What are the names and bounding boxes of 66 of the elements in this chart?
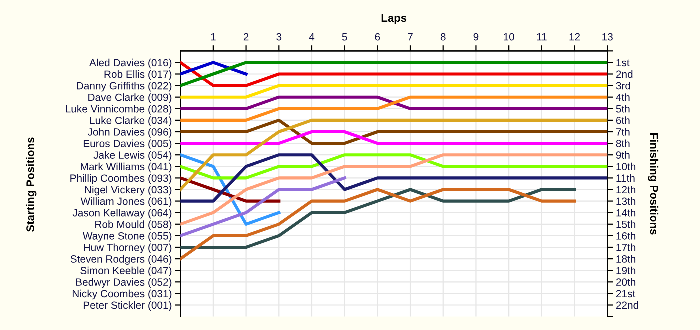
y2-tick-label: 17th [616, 244, 636, 252]
x-tick-label: 10 [504, 33, 514, 41]
x-tick-label: 11 [537, 33, 547, 41]
x-tick-label: 3 [276, 33, 282, 41]
text: Starting Positions [26, 138, 37, 232]
category-label: Phillip Coombes (093) [70, 174, 172, 184]
y2-tick-label: 1st [616, 59, 630, 67]
line-series [180, 188, 576, 261]
y2-tick-label: 5th [616, 105, 630, 113]
x-tick-label: 1 [211, 33, 216, 41]
y2-tick-label: 6th [616, 116, 630, 124]
category-label: Jake Lewis (054) [94, 151, 172, 162]
category-label: Danny Griffiths (022) [77, 82, 172, 92]
category-label: Jason Kellaway (064) [72, 209, 172, 219]
category-label: Wayne Stone (055) [82, 232, 172, 242]
category-label: Rob Mould (058) [96, 220, 172, 230]
y2-tick-label: 13th [616, 198, 636, 206]
category-label: Luke Vinnicombe (028) [66, 105, 172, 115]
line-series [180, 154, 608, 203]
x-tick-label: 7 [408, 33, 413, 41]
x-tick-label: 8 [440, 33, 446, 41]
x-tick-label: 2 [244, 33, 249, 41]
y2-tick-label: 20th [616, 278, 636, 286]
category-label: Huw Thorney (007) [84, 244, 172, 254]
y2-tick-label: 12th [616, 186, 636, 194]
y2-tick-label: 21st [616, 290, 636, 298]
x-axis-title: Laps [382, 14, 407, 24]
y2-tick-label: 14th [616, 209, 636, 217]
x-tick-label: 12 [570, 33, 580, 41]
y2-tick-label: 3rd [616, 82, 630, 90]
x-tick-label: 4 [309, 33, 315, 41]
x-tick-label: 9 [474, 33, 479, 41]
y2-tick-label: 16th [616, 232, 636, 240]
category-label: John Davies (096) [88, 128, 172, 138]
y2-tick-label: 15th [616, 220, 636, 228]
category-label: William Jones (061) [80, 198, 172, 208]
category-label: Dave Clarke (009) [88, 94, 172, 104]
y2-tick-label: 18th [616, 255, 636, 263]
y2-tick-label: 11th [616, 174, 635, 182]
y2-tick-label: 9th [616, 151, 630, 159]
line-series [180, 188, 576, 250]
y2-tick-label: 19th [616, 266, 636, 274]
category-label: Nicky Coombes (031) [72, 290, 172, 300]
line-series [180, 176, 346, 238]
y2-tick-label: 2nd [616, 70, 633, 78]
category-label: Rob Ellis (017) [104, 70, 172, 80]
category-label: Bedwyr Davies (052) [76, 278, 172, 288]
y2-tick-label: 7th [616, 128, 630, 136]
y2-tick-label: 8th [616, 140, 630, 148]
category-label: Peter Stickler (001) [84, 301, 172, 312]
x-tick-label: 13 [602, 33, 613, 41]
category-label: Luke Clarke (034) [90, 116, 172, 126]
category-label: Steven Rodgers (046) [70, 255, 172, 265]
line-series [180, 154, 608, 226]
category-label: Euros Davies (005) [84, 140, 172, 150]
category-label: Simon Keeble (047) [80, 266, 172, 277]
category-label: Aled Davies (016) [90, 58, 172, 69]
y2-tick-label: 4th [616, 94, 630, 102]
category-label: Mark Williams (041) [81, 162, 172, 173]
y2-tick-label: 22nd [616, 301, 638, 310]
x-tick-label: 6 [375, 33, 380, 41]
y2-tick-label: 10th [616, 162, 636, 171]
x-tick-label: 5 [342, 33, 348, 41]
line-series [180, 118, 608, 192]
y2-axis-title: Finishing Positions [648, 133, 659, 235]
category-label: Nigel Vickery (033) [85, 186, 172, 196]
